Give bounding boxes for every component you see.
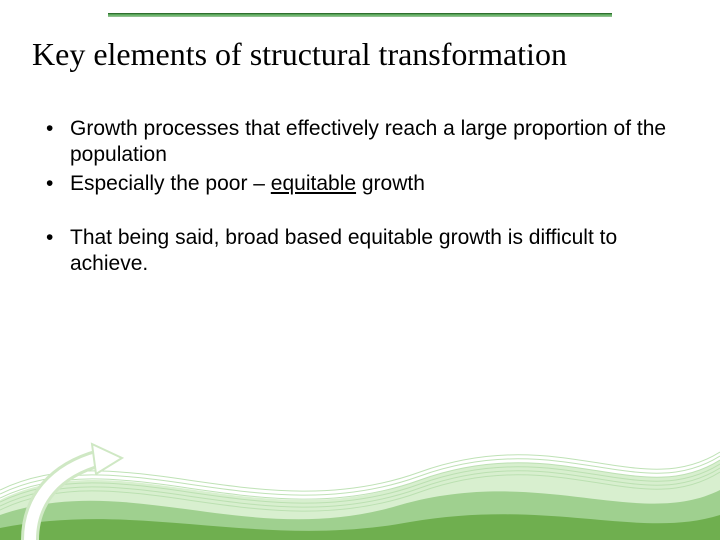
wave-light — [0, 460, 720, 540]
slide: Key elements of structural transformatio… — [0, 0, 720, 540]
bullet-text: Especially the poor – — [70, 172, 271, 195]
bullet-text: Growth processes that effectively reach … — [70, 117, 666, 166]
wave-stripes — [0, 452, 720, 511]
bullet-list: Growth processes that effectively reach … — [32, 116, 688, 197]
accent-rule — [108, 13, 612, 17]
slide-body: Growth processes that effectively reach … — [32, 116, 688, 279]
bullet-underlined: equitable — [271, 172, 356, 195]
list-item: Growth processes that effectively reach … — [32, 116, 688, 169]
list-item: Especially the poor – equitable growth — [32, 171, 688, 197]
bullet-text: That being said, broad based equitable g… — [70, 226, 617, 275]
bullet-text-after: growth — [356, 172, 425, 195]
background-wave-art — [0, 340, 720, 540]
slide-title: Key elements of structural transformatio… — [32, 36, 688, 73]
bullet-spacer — [32, 199, 688, 225]
wave-mid — [0, 490, 720, 540]
list-item: That being said, broad based equitable g… — [32, 225, 688, 278]
bullet-list: That being said, broad based equitable g… — [32, 225, 688, 278]
curved-arrow-icon — [30, 444, 122, 540]
wave-dark — [0, 514, 720, 540]
